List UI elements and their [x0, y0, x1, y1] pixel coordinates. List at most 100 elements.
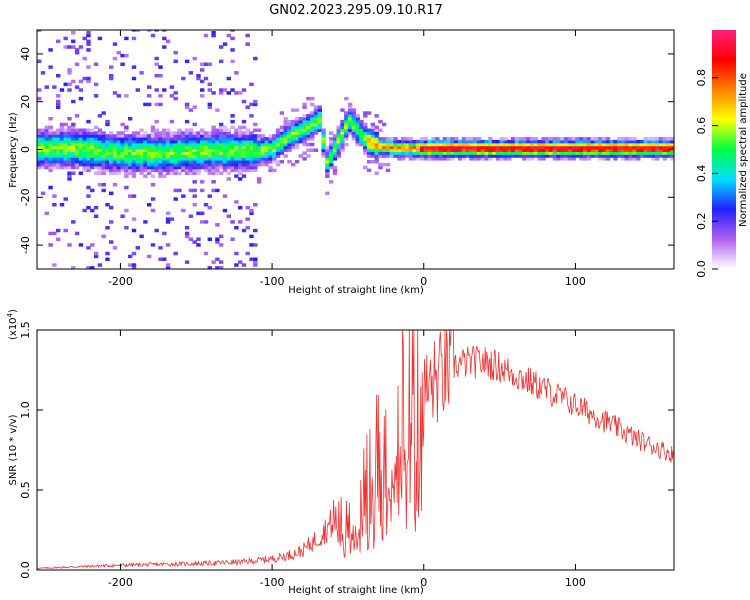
- spectrogram-cell: [173, 139, 178, 144]
- spectrogram-cell: [109, 205, 114, 210]
- spectrogram-cell: [302, 128, 307, 132]
- spectrogram-cell: [97, 157, 103, 161]
- spectrogram-cell: [446, 145, 451, 150]
- spectrogram-cell: [583, 154, 588, 158]
- spectrogram-cell: [90, 160, 95, 164]
- spectrogram-cell: [219, 171, 224, 175]
- spectrogram-cell: [287, 128, 292, 132]
- spectrogram-cell: [37, 88, 42, 92]
- spectrogram-cell: [340, 125, 345, 130]
- spectrogram-cell: [234, 165, 239, 170]
- spectrogram-cell: [355, 139, 360, 144]
- spectrogram-cell: [567, 157, 573, 161]
- spectrogram-cell: [139, 142, 144, 147]
- spectrogram-cell: [355, 114, 360, 118]
- spectrogram-cell: [207, 165, 212, 170]
- spectrogram-cell: [613, 151, 618, 155]
- spectrogram-cell: [397, 145, 402, 150]
- spectrogram-cell: [93, 134, 99, 138]
- spectrogram-cell: [158, 139, 163, 144]
- spectrogram-cell: [480, 139, 485, 144]
- spectrogram-cell: [124, 94, 129, 98]
- spectrogram-cell: [416, 151, 421, 155]
- spectrogram-cell: [139, 139, 144, 144]
- spectrogram-cell: [67, 68, 72, 72]
- spectrogram-cell: [446, 142, 451, 147]
- spectrogram-cell: [165, 263, 171, 267]
- spectrogram-cell: [408, 148, 413, 152]
- spectrogram-cell: [272, 168, 277, 173]
- spectrogram-cell: [48, 157, 53, 161]
- spectrogram-cell: [313, 119, 319, 124]
- spectrogram-cell: [344, 117, 349, 121]
- spectrogram-cell: [196, 171, 201, 175]
- spectrogram-cell: [120, 162, 125, 167]
- spectrogram-cell: [234, 160, 239, 164]
- spectrogram-cell: [44, 165, 49, 170]
- spectrogram-cell: [143, 162, 148, 167]
- spectrogram-cell: [196, 211, 201, 216]
- spectrogram-cell: [230, 139, 235, 144]
- spectrogram-cell: [97, 160, 103, 164]
- spectrogram-cell: [44, 128, 49, 132]
- spectrogram-cell: [397, 148, 402, 152]
- spectrogram-cell: [37, 145, 42, 150]
- spectrogram-cell: [165, 154, 171, 158]
- spectrogram-cell: [651, 154, 656, 158]
- spectrogram-cell: [67, 71, 72, 75]
- spectrogram-cell: [105, 122, 110, 127]
- spectrogram-cell: [332, 157, 338, 161]
- spectrogram-cell: [173, 197, 178, 201]
- spectrogram-cell: [529, 154, 535, 158]
- spectrogram-cell: [359, 122, 364, 127]
- spectrogram-cell: [454, 151, 459, 155]
- spectrogram-cell: [37, 134, 42, 138]
- spectrogram-cell: [620, 151, 626, 155]
- spectrogram-cell: [131, 171, 137, 175]
- spectrogram-cell: [109, 65, 114, 69]
- spectrogram-cell: [109, 157, 114, 161]
- spectrogram-cell: [370, 134, 376, 138]
- spectrogram-cell: [105, 168, 110, 173]
- spectrogram-cell: [465, 148, 470, 152]
- spectrogram-cell: [181, 208, 186, 213]
- spectrogram-cell: [192, 203, 197, 207]
- spectrogram-cell: [71, 154, 76, 158]
- spectrogram-cell: [643, 154, 649, 158]
- spectrogram-cell: [131, 148, 137, 152]
- spectrogram-cell: [579, 154, 584, 158]
- spectrogram-cell: [109, 168, 114, 173]
- spectrogram-cell: [325, 154, 330, 158]
- spectrogram-cell: [192, 122, 197, 127]
- spectrogram-cell: [112, 137, 118, 141]
- spectrogram-cell: [63, 160, 68, 164]
- spectrogram-cell: [332, 134, 338, 138]
- spectrogram-cell: [86, 157, 91, 161]
- spectrogram-cell: [545, 145, 550, 150]
- spectrogram-cell: [548, 145, 554, 150]
- spectrogram-cell: [78, 137, 84, 141]
- spectrogram-cell: [184, 160, 190, 164]
- spectrogram-cell: [154, 88, 159, 92]
- spectrogram-cell: [598, 137, 603, 141]
- spectrogram-cell: [181, 137, 186, 141]
- spectrogram-cell: [150, 142, 156, 147]
- spectrogram-cell: [86, 266, 91, 269]
- spectrogram-cell: [162, 142, 167, 147]
- spectrogram-cell: [617, 139, 622, 144]
- spectrogram-cell: [241, 88, 247, 92]
- spectrogram-cell: [552, 151, 558, 155]
- spectrogram-cell: [249, 114, 254, 118]
- spectrogram-cell: [158, 160, 163, 164]
- spectrogram-cell: [586, 151, 592, 155]
- spectrogram-cell: [177, 154, 182, 158]
- spectrogram-cell: [234, 200, 239, 204]
- spectrogram-cell: [48, 243, 53, 247]
- spectrogram-cell: [605, 148, 611, 152]
- spectrogram-cell: [67, 82, 72, 87]
- spectrogram-cell: [154, 151, 159, 155]
- spectrogram-cell: [124, 36, 129, 41]
- spectrogram-cell: [548, 151, 554, 155]
- spectrogram-cell: [97, 183, 103, 187]
